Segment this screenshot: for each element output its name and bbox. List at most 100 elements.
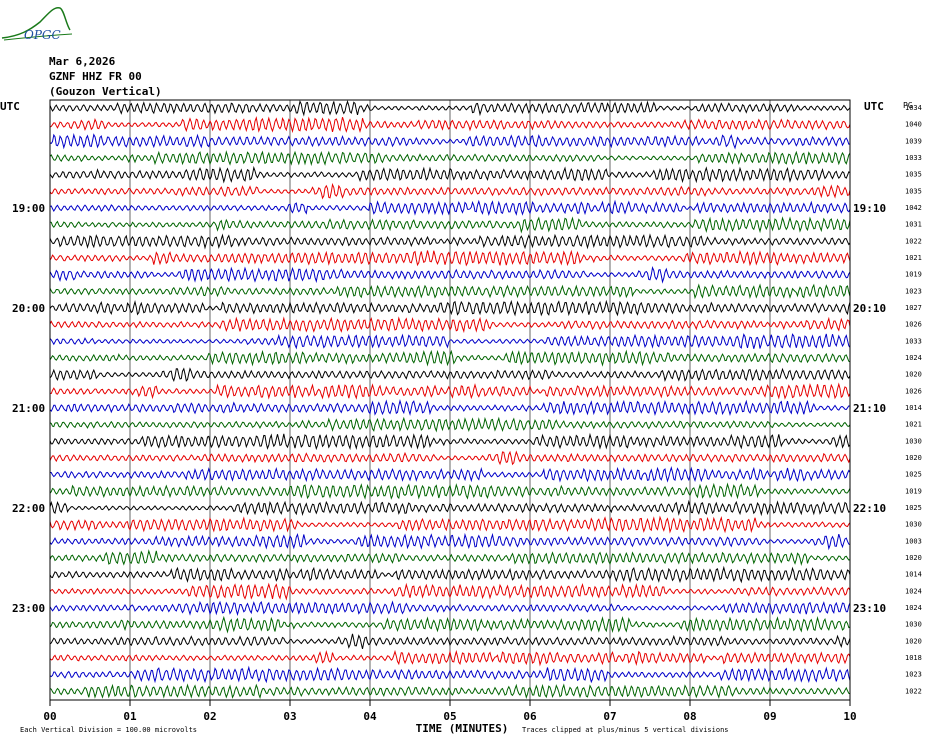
x-tick-label: 10 xyxy=(843,710,856,723)
right-time-label: 23:10 xyxy=(853,602,886,615)
trace-value: 1024 xyxy=(905,604,922,612)
trace-value: 1020 xyxy=(905,554,922,562)
trace-line-16 xyxy=(49,349,851,367)
trace-line-1 xyxy=(49,99,851,117)
opgc-logo: OPGC xyxy=(1,6,73,42)
trace-line-14 xyxy=(49,316,851,334)
left-time-label: 20:00 xyxy=(12,302,45,315)
trace-line-19 xyxy=(49,398,851,417)
x-tick-label: 00 xyxy=(43,710,56,723)
left-time-label: 21:00 xyxy=(12,402,45,415)
footer-right-note: Traces clipped at plus/minus 5 vertical … xyxy=(522,726,729,734)
trace-value: 1030 xyxy=(905,437,922,445)
trace-line-29 xyxy=(49,565,851,584)
trace-value: 1035 xyxy=(905,171,922,179)
logo-text: OPGC xyxy=(24,28,61,42)
left-time-label: 19:00 xyxy=(12,202,45,215)
trace-line-32 xyxy=(49,615,851,634)
chart-date: Mar 6,2026 xyxy=(49,55,116,68)
trace-line-8 xyxy=(49,216,851,234)
trace-value: 1018 xyxy=(905,654,922,662)
trace-line-7 xyxy=(49,199,851,216)
x-tick-label: 06 xyxy=(523,710,537,723)
trace-line-12 xyxy=(49,283,851,300)
trace-line-36 xyxy=(49,683,851,700)
trace-value: 1003 xyxy=(905,537,922,545)
grid-lines xyxy=(129,100,771,700)
left-time-label: 23:00 xyxy=(12,602,45,615)
trace-line-3 xyxy=(49,132,851,150)
x-axis-label: TIME (MINUTES) xyxy=(416,722,509,735)
trace-line-6 xyxy=(49,182,851,200)
traces xyxy=(49,99,851,700)
trace-line-4 xyxy=(49,150,851,167)
x-tick-label: 09 xyxy=(763,710,776,723)
left-time-label: 22:00 xyxy=(12,502,45,515)
trace-value: 1040 xyxy=(905,121,922,129)
right-time-label: 21:10 xyxy=(853,402,886,415)
trace-value: 1021 xyxy=(905,421,922,429)
trace-value: 1024 xyxy=(905,354,922,362)
trace-line-10 xyxy=(49,249,851,267)
trace-line-28 xyxy=(49,549,851,566)
trace-line-18 xyxy=(49,382,851,400)
trace-value: 1019 xyxy=(905,271,922,279)
trace-line-15 xyxy=(49,333,851,350)
trace-line-17 xyxy=(49,367,851,382)
trace-line-26 xyxy=(49,515,851,534)
trace-line-5 xyxy=(49,165,851,184)
left-axis-title: UTC xyxy=(0,100,20,113)
trace-line-25 xyxy=(49,499,851,517)
x-tick-label: 03 xyxy=(283,710,296,723)
right-time-label: 22:10 xyxy=(853,502,886,515)
x-tick-label: 01 xyxy=(123,710,137,723)
axis-labels: UTC UTC PG 19:00 20:00 21:00 22:00 23:00 19:10 20… xyxy=(0,100,922,735)
trace-value: 1014 xyxy=(905,404,922,412)
trace-value: 1030 xyxy=(905,521,922,529)
right-extra-title: PG xyxy=(903,101,913,110)
trace-line-20 xyxy=(49,416,851,433)
trace-line-27 xyxy=(49,532,851,551)
trace-value: 1022 xyxy=(905,687,922,695)
trace-line-35 xyxy=(49,665,851,684)
x-tick-label: 04 xyxy=(363,710,377,723)
trace-value: 1039 xyxy=(905,137,922,145)
trace-line-22 xyxy=(49,450,851,466)
trace-value: 1025 xyxy=(905,504,922,512)
trace-value: 1025 xyxy=(905,471,922,479)
right-time-label: 19:10 xyxy=(853,202,886,215)
trace-value: 1023 xyxy=(905,671,922,679)
x-tick-label: 02 xyxy=(203,710,216,723)
trace-value: 1031 xyxy=(905,221,922,229)
trace-line-21 xyxy=(49,432,851,451)
trace-value: 1024 xyxy=(905,587,922,595)
trace-line-11 xyxy=(49,266,851,284)
x-tick-label: 05 xyxy=(443,710,456,723)
trace-value: 1020 xyxy=(905,637,922,645)
trace-line-33 xyxy=(49,633,851,650)
trace-value: 1030 xyxy=(905,621,922,629)
trace-line-9 xyxy=(49,233,851,250)
trace-value: 1033 xyxy=(905,154,922,162)
station-name: (Gouzon Vertical) xyxy=(49,85,162,98)
trace-value: 1022 xyxy=(905,237,922,245)
trace-value: 1026 xyxy=(905,387,922,395)
trace-value: 1035 xyxy=(905,187,922,195)
trace-value: 1026 xyxy=(905,321,922,329)
trace-value: 1020 xyxy=(905,454,922,462)
trace-line-24 xyxy=(49,482,851,500)
trace-value: 1034 xyxy=(905,104,922,112)
trace-value: 1027 xyxy=(905,304,922,312)
trace-line-2 xyxy=(49,115,851,134)
x-tick-label: 07 xyxy=(603,710,616,723)
right-axis-title: UTC xyxy=(864,100,884,113)
trace-value: 1033 xyxy=(905,337,922,345)
trace-line-30 xyxy=(49,582,851,601)
trace-value: 1023 xyxy=(905,287,922,295)
trace-line-34 xyxy=(49,649,851,667)
trace-value: 1021 xyxy=(905,254,922,262)
trace-value: 1019 xyxy=(905,487,922,495)
trace-line-31 xyxy=(49,600,851,617)
footer-left-note: Each Vertical Division = 100.00 microvol… xyxy=(20,726,197,734)
